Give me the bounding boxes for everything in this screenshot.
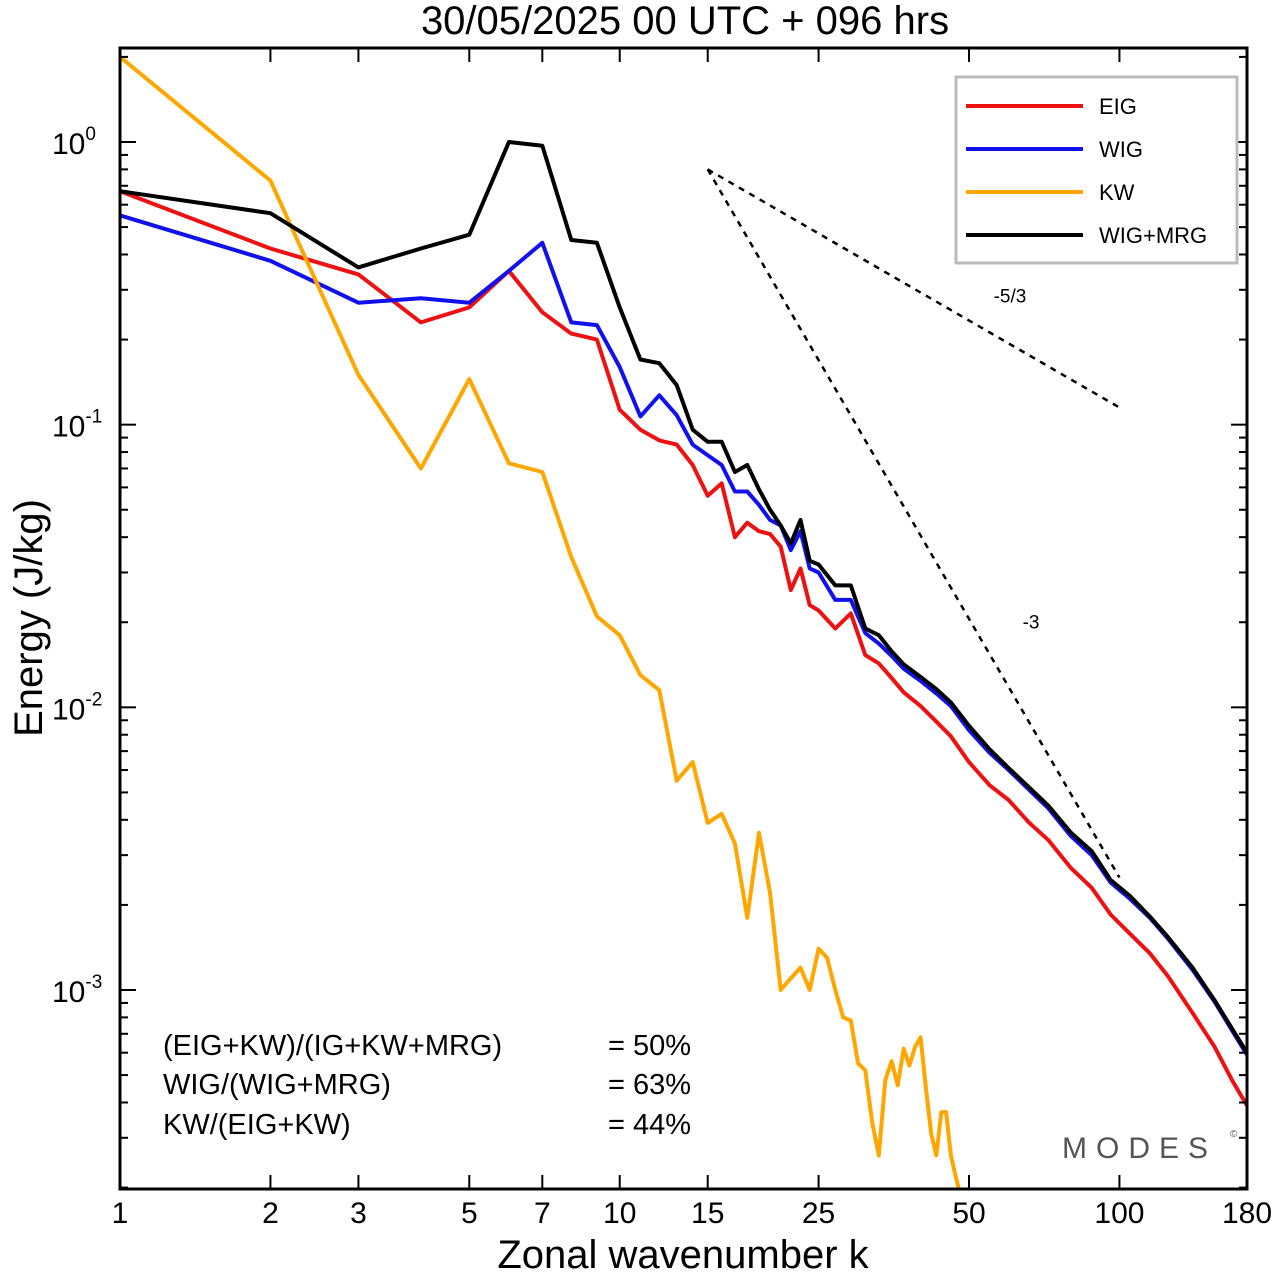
watermark-copyright: ©	[1230, 1129, 1238, 1140]
y-tick-label: 10-2	[52, 689, 102, 726]
x-tick-label: 5	[461, 1197, 478, 1230]
x-tick-label: 100	[1094, 1197, 1144, 1230]
legend-label-wig: WIG	[1099, 137, 1143, 162]
y-tick-label: 10-1	[52, 407, 102, 444]
x-axis-label: Zonal wavenumber k	[497, 1233, 869, 1277]
chart-title: 30/05/2025 00 UTC + 096 hrs	[421, 0, 949, 43]
legend-label-kw: KW	[1099, 180, 1135, 205]
x-tick-label: 3	[350, 1197, 367, 1230]
legend-label-eig: EIG	[1099, 94, 1137, 119]
x-tick-label: 1	[112, 1197, 129, 1230]
plot-frame	[118, 46, 1249, 1191]
watermark-text: MODES	[1062, 1132, 1217, 1165]
slope-line-1	[707, 168, 1121, 409]
ratio-label-kw: KW/(EIG+KW)	[163, 1109, 351, 1141]
axis-ticks: 1 2 3 5 7 10 15 25 50 100 180 100 10-1 10-2 10-3	[52, 48, 1272, 1230]
modes-watermark: MODES ©	[1062, 1129, 1238, 1165]
x-tick-label: 25	[802, 1197, 835, 1230]
series-line-eig	[120, 189, 1247, 1107]
ratio-value-wig: = 63%	[608, 1069, 691, 1101]
x-tick-label: 50	[952, 1197, 985, 1230]
x-tick-label: 180	[1222, 1197, 1272, 1230]
x-tick-label: 7	[534, 1197, 551, 1230]
ratio-value-kw: = 44%	[608, 1109, 691, 1141]
ratio-label-wig: WIG/(WIG+MRG)	[163, 1069, 391, 1101]
y-tick-label: 100	[52, 124, 96, 161]
series-layer	[120, 55, 1247, 1189]
ratio-value-eig-kw: = 50%	[608, 1030, 691, 1062]
ratio-annotations: (EIG+KW)/(IG+KW+MRG) = 50% WIG/(WIG+MRG)…	[163, 1030, 691, 1141]
slope-line-2	[706, 168, 1121, 879]
y-axis-label: Energy (J/kg)	[7, 499, 51, 737]
legend: EIG WIG KW WIG+MRG	[954, 75, 1239, 265]
y-tick-label: 10-3	[52, 972, 102, 1009]
reference-slopes: -5/3 -3	[706, 168, 1121, 879]
x-tick-label: 15	[691, 1197, 724, 1230]
x-tick-label: 10	[603, 1197, 636, 1230]
series-line-wig-mrg	[120, 140, 1247, 1054]
slope-label-1: -5/3	[994, 287, 1027, 308]
ratio-label-eig-kw: (EIG+KW)/(IG+KW+MRG)	[163, 1030, 502, 1062]
series-line-kw	[120, 55, 961, 1189]
legend-label-wig-mrg: WIG+MRG	[1099, 223, 1207, 248]
x-tick-label: 2	[262, 1197, 279, 1230]
slope-label-2: -3	[1023, 613, 1040, 634]
series-line-wig	[120, 213, 1247, 1056]
